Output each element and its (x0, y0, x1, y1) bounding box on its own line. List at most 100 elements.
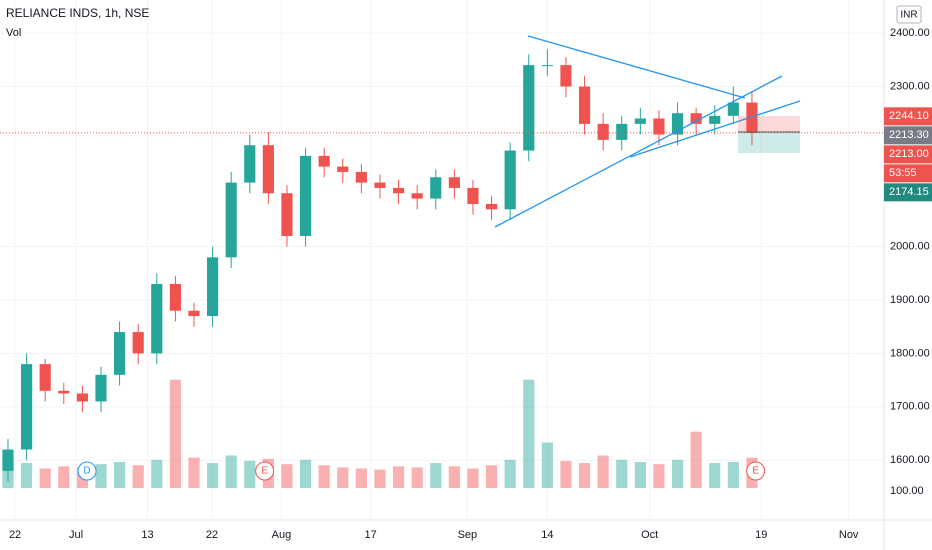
y-tick-label: 2400.00 (890, 27, 930, 39)
trendline (629, 100, 801, 158)
y-tick-label: 2300.00 (890, 80, 930, 92)
candle-body (616, 123, 628, 140)
volume-bar (39, 468, 51, 488)
x-tick-label: Jul (69, 529, 83, 541)
volume-bar (318, 465, 330, 488)
candle-body (76, 393, 88, 402)
candle-body (39, 364, 51, 391)
volume-bar (244, 460, 256, 488)
volume-bar (485, 465, 498, 488)
event-label: E (752, 466, 759, 477)
volume-bar (541, 442, 553, 488)
candle-body (485, 203, 498, 210)
x-tick-label: 22 (9, 529, 21, 541)
x-tick-label: Aug (272, 529, 292, 541)
y-tick-label: 1800.00 (890, 347, 930, 359)
trendline (494, 75, 783, 228)
candle-body (318, 155, 330, 167)
currency[interactable]: INR (900, 10, 917, 21)
candle-body (114, 332, 126, 375)
candle-body (504, 150, 516, 210)
trendline (527, 35, 746, 99)
x-tick-label: 17 (365, 529, 377, 541)
volume-bar (411, 467, 423, 488)
candle-body (337, 166, 349, 172)
candle-body (541, 65, 553, 67)
candle-body (411, 193, 423, 199)
price-label-box (884, 126, 932, 145)
volume-bar (281, 464, 293, 488)
candle-body (132, 332, 144, 354)
event-marker (746, 461, 766, 481)
price-labels: 2244.10 2213.30 2213.00 53:55 2174.15 (884, 107, 932, 202)
candle-body (467, 187, 479, 204)
candle-body (95, 374, 107, 402)
candle-body (709, 115, 721, 124)
volume-bar (225, 455, 237, 488)
stop-zone (738, 116, 800, 132)
candle-body (523, 65, 535, 151)
x-tick-label: Oct (641, 529, 658, 541)
volume-bar (671, 459, 684, 488)
volume-bar (634, 462, 646, 488)
volume-bar (207, 463, 219, 488)
volume-bar (299, 459, 312, 488)
candle-body (653, 118, 665, 135)
x-tick-label: 22 (206, 529, 218, 541)
candle-body (281, 193, 293, 236)
volume-title: Vol (6, 27, 21, 39)
price-label-box (884, 107, 932, 126)
y-tick-label: 1700.00 (890, 401, 930, 413)
volume-bar (467, 468, 479, 488)
volume-bar (188, 457, 200, 488)
volume-bar (523, 379, 535, 488)
x-tick-label: Sep (458, 529, 478, 541)
volume-bar (653, 464, 665, 488)
volume-bar (337, 467, 349, 488)
price-label-box (884, 164, 932, 183)
price-label: 2244.10 (889, 110, 929, 122)
volume-bar (132, 465, 144, 488)
candle-body (671, 113, 684, 135)
candle-body (560, 65, 572, 87)
candle-body (58, 390, 70, 394)
candle-body (355, 171, 367, 183)
candle-body (634, 118, 646, 124)
volume-bar (616, 459, 628, 488)
candle-body (262, 145, 274, 194)
volume-bar (690, 431, 702, 488)
volume-bar (169, 379, 181, 488)
event-label: D (83, 466, 90, 477)
chart-title: RELIANCE INDS, 1h, NSE (6, 6, 149, 20)
candle-body (597, 123, 609, 140)
volume-bar (448, 466, 460, 488)
volume-bar (578, 463, 591, 488)
candle-body (151, 284, 163, 354)
candle-body (2, 449, 14, 471)
candle-body (188, 310, 200, 317)
price-label: 2213.00 (889, 148, 929, 160)
volume-bar (95, 464, 107, 488)
volume-bar (58, 466, 70, 488)
candle-body (392, 187, 405, 194)
volume-bar (597, 455, 609, 488)
candle-body (690, 113, 702, 124)
candle-body (169, 284, 181, 311)
x-tick-label: 13 (141, 529, 153, 541)
candle-body (299, 155, 312, 236)
candle-body (746, 102, 758, 133)
volume-bar (114, 462, 126, 488)
price-label: 53:55 (889, 167, 917, 179)
currency-box[interactable] (896, 5, 922, 24)
y-tick-label: 1900.00 (890, 294, 930, 306)
volume-bar (392, 466, 405, 488)
volume-bar (560, 460, 572, 488)
candle-body (374, 182, 386, 188)
x-tick-label: Nov (839, 529, 859, 541)
volume-bar (430, 463, 442, 488)
x-tick-label: 14 (541, 529, 553, 541)
